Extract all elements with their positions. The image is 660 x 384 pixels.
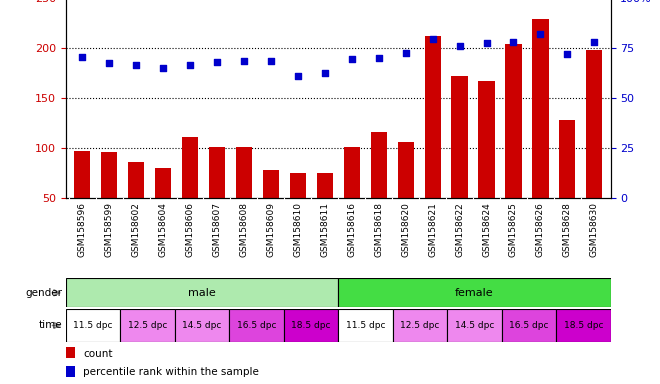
Text: 16.5 dpc: 16.5 dpc [509, 321, 548, 330]
Bar [284, 309, 338, 342]
Point [535, 31, 546, 37]
Text: male: male [188, 288, 216, 298]
Bar [397, 142, 414, 248]
Bar [290, 173, 306, 248]
Bar [478, 81, 494, 248]
Text: GSM158625: GSM158625 [509, 202, 518, 257]
Text: GSM158606: GSM158606 [185, 202, 195, 257]
Text: GSM158618: GSM158618 [374, 202, 383, 257]
Bar [338, 309, 393, 342]
Point [374, 55, 384, 61]
Bar [66, 366, 75, 376]
Point [562, 51, 573, 57]
Point [292, 73, 303, 79]
Text: 14.5 dpc: 14.5 dpc [455, 321, 494, 330]
Text: GSM158607: GSM158607 [213, 202, 222, 257]
Text: GSM158621: GSM158621 [428, 202, 437, 257]
Text: time: time [39, 320, 63, 331]
Text: GSM158602: GSM158602 [131, 202, 141, 257]
Text: GSM158604: GSM158604 [158, 202, 168, 257]
Text: gender: gender [26, 288, 63, 298]
Point [319, 70, 330, 76]
Text: GSM158596: GSM158596 [78, 202, 86, 257]
Point [265, 58, 276, 64]
Text: 18.5 dpc: 18.5 dpc [291, 321, 331, 330]
Text: 11.5 dpc: 11.5 dpc [346, 321, 385, 330]
Bar [263, 170, 279, 248]
Bar [371, 132, 387, 248]
Bar [74, 151, 90, 248]
Text: 14.5 dpc: 14.5 dpc [182, 321, 222, 330]
Bar [559, 120, 576, 248]
Bar [66, 347, 75, 358]
Bar [338, 278, 610, 307]
Bar [447, 309, 502, 342]
Text: 16.5 dpc: 16.5 dpc [237, 321, 277, 330]
Point [185, 62, 195, 68]
Point [131, 62, 141, 68]
Bar [175, 309, 230, 342]
Bar [424, 36, 441, 248]
Point [481, 40, 492, 46]
Text: 18.5 dpc: 18.5 dpc [564, 321, 603, 330]
Point [77, 54, 88, 60]
Bar [120, 309, 175, 342]
Text: female: female [455, 288, 494, 298]
Text: GSM158610: GSM158610 [293, 202, 302, 257]
Text: GSM158609: GSM158609 [267, 202, 275, 257]
Point [104, 60, 114, 66]
Bar [236, 147, 252, 248]
Text: 12.5 dpc: 12.5 dpc [128, 321, 168, 330]
Bar [317, 173, 333, 248]
Point [212, 59, 222, 65]
Text: 12.5 dpc: 12.5 dpc [400, 321, 440, 330]
Text: GSM158628: GSM158628 [563, 202, 572, 257]
Bar [209, 147, 225, 248]
Bar [586, 50, 603, 248]
Bar [506, 44, 521, 248]
Point [589, 39, 599, 45]
Bar [344, 147, 360, 248]
Bar [101, 152, 117, 248]
Text: GSM158611: GSM158611 [320, 202, 329, 257]
Text: GSM158620: GSM158620 [401, 202, 410, 257]
Bar [393, 309, 447, 342]
Point [401, 50, 411, 56]
Text: count: count [83, 349, 113, 359]
Point [239, 58, 249, 64]
Point [158, 65, 168, 71]
Text: GSM158622: GSM158622 [455, 202, 464, 257]
Bar [66, 278, 338, 307]
Text: GSM158616: GSM158616 [347, 202, 356, 257]
Point [454, 43, 465, 49]
Bar [155, 168, 171, 248]
Text: GSM158599: GSM158599 [105, 202, 114, 257]
Bar [128, 162, 144, 248]
Text: GSM158626: GSM158626 [536, 202, 545, 257]
Bar [556, 309, 611, 342]
Bar [533, 19, 548, 248]
Text: GSM158608: GSM158608 [240, 202, 248, 257]
Point [508, 39, 519, 45]
Text: GSM158630: GSM158630 [590, 202, 599, 257]
Bar [451, 76, 468, 248]
Bar [66, 309, 120, 342]
Point [346, 56, 357, 62]
Bar [182, 137, 198, 248]
Bar [502, 309, 556, 342]
Text: 11.5 dpc: 11.5 dpc [73, 321, 113, 330]
Bar [230, 309, 284, 342]
Text: percentile rank within the sample: percentile rank within the sample [83, 367, 259, 377]
Point [427, 36, 438, 42]
Text: GSM158624: GSM158624 [482, 202, 491, 257]
